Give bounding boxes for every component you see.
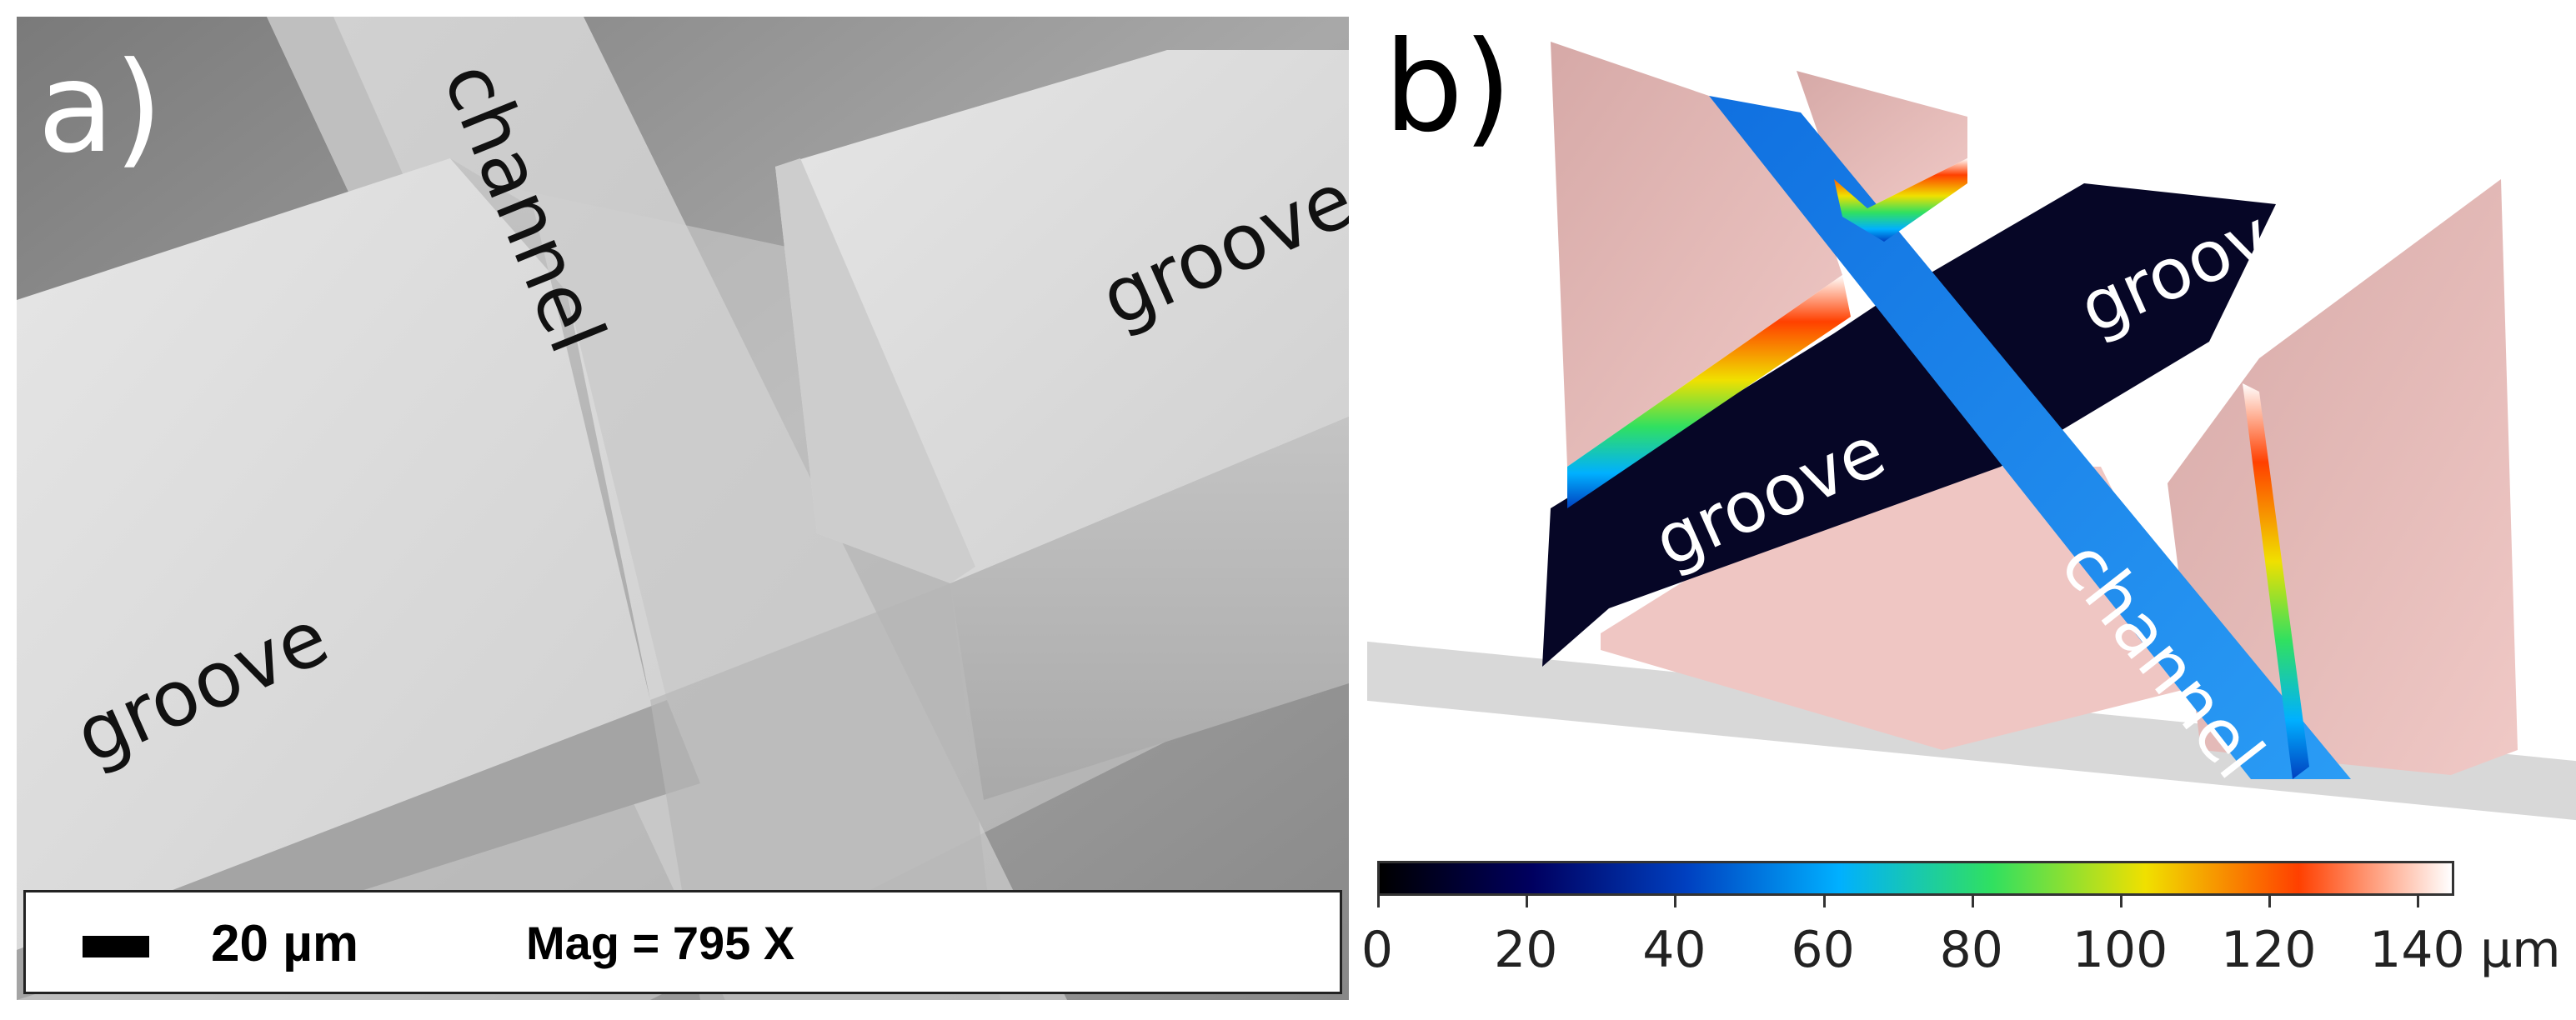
profile-3d-image — [1275, 42, 2576, 821]
scale-bar-box: 20 µm Mag = 795 X — [23, 890, 1342, 994]
magnification-label: Mag = 795 X — [526, 917, 795, 969]
colorbar-tick-label: 140 — [2369, 921, 2465, 979]
colorbar-tick-label: 80 — [1939, 921, 2003, 979]
scale-bar-mark — [83, 936, 149, 958]
colorbar-tick-label: 0 — [1361, 921, 1394, 979]
colorbar-tick-label: 120 — [2220, 921, 2317, 979]
colorbar-tick-label: 40 — [1642, 921, 1706, 979]
colorbar-tick-mark — [1526, 896, 1529, 908]
colorbar-tick-label: 100 — [2072, 921, 2168, 979]
colorbar-tick-mark — [1822, 896, 1826, 908]
profile-3d-panel: b) groove groove channel — [1275, 0, 2576, 1016]
colorbar-tick-mark — [2120, 896, 2123, 908]
panel-a-label: a) — [38, 36, 163, 181]
colorbar-tick-label: 20 — [1494, 921, 1558, 979]
colorbar-unit: µm — [2480, 921, 2561, 979]
colorbar-tick-mark — [2268, 896, 2272, 908]
colorbar-tick-mark — [2417, 896, 2420, 908]
panel-b-label: b) — [1384, 15, 1512, 160]
colorbar-tick-label: 60 — [1791, 921, 1855, 979]
sem-image — [17, 17, 1349, 1000]
scale-bar-length: 20 µm — [211, 915, 359, 972]
colorbar-tick-mark — [1674, 896, 1677, 908]
colorbar-tick-mark — [1971, 896, 1974, 908]
height-colorbar — [1377, 861, 2454, 896]
sem-image-panel: a) channel groove groove 20 µm Mag = 795… — [17, 17, 1349, 1000]
colorbar-tick-mark — [1377, 896, 1380, 908]
